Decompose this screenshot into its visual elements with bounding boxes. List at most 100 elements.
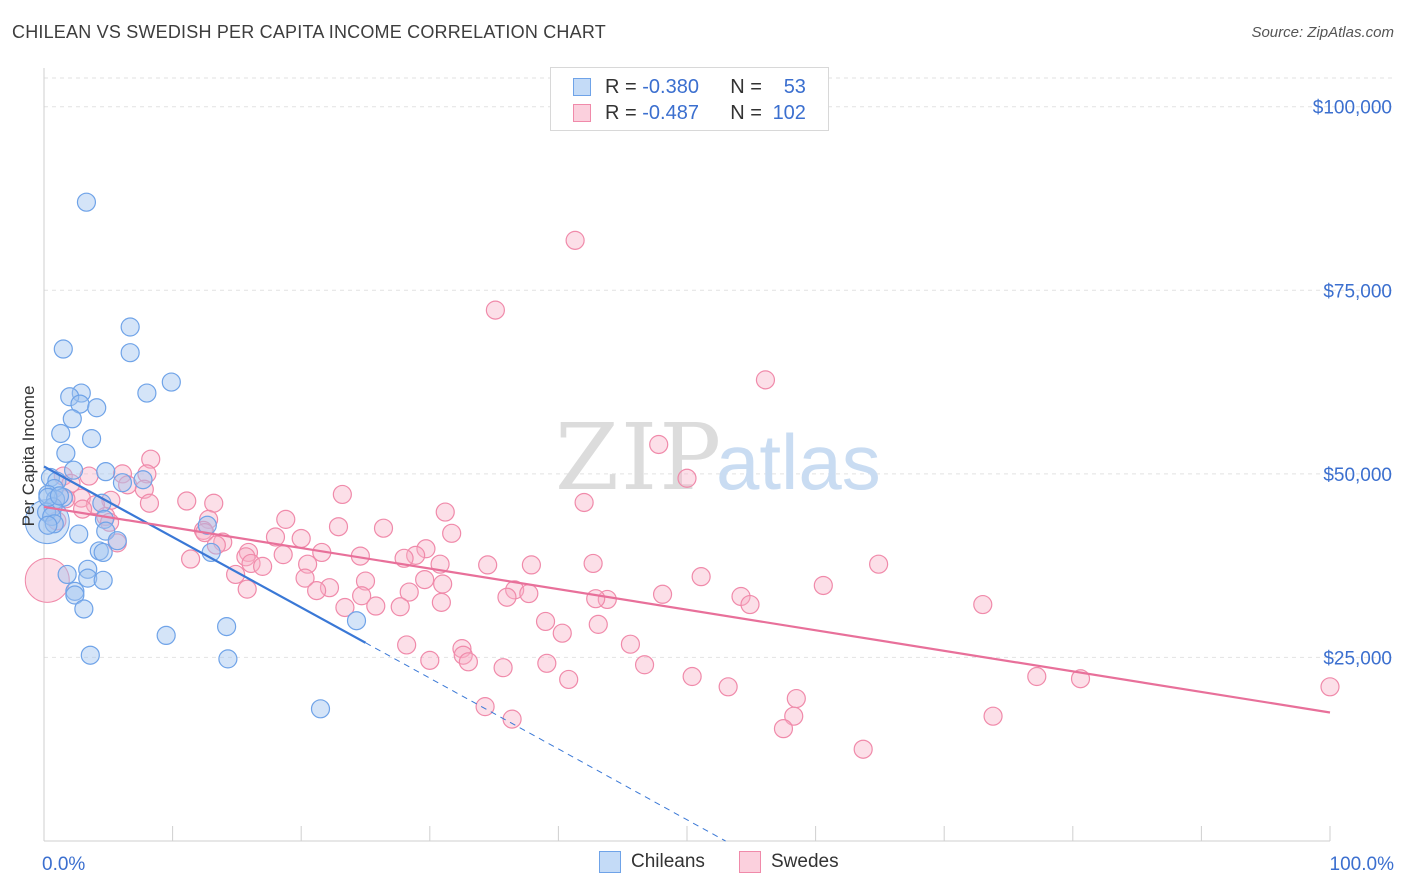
swede-point <box>390 597 410 617</box>
legend-n-label: N = <box>730 75 762 98</box>
chilean-point <box>96 462 116 482</box>
swede-point <box>869 554 889 574</box>
swede-point <box>298 554 318 574</box>
swede-point <box>1027 666 1047 687</box>
swede-point <box>265 527 286 547</box>
swede-point <box>493 658 513 678</box>
swede-point <box>773 719 794 739</box>
legend-r-value: -0.380 <box>642 75 699 98</box>
swede-point <box>565 230 585 250</box>
swede-point <box>253 556 273 576</box>
chilean-point <box>63 460 84 480</box>
source-label: Source: ZipAtlas.com <box>1251 24 1394 41</box>
chilean-point <box>120 317 140 337</box>
chileans-points <box>24 192 367 719</box>
swede-point <box>784 706 804 726</box>
swede-point <box>399 582 419 602</box>
swede-point <box>853 739 873 759</box>
tick-labels: $25,000 $50,000 $75,000 $100,000 0.0% 100.0% <box>42 98 1394 875</box>
chilean-point <box>133 470 153 490</box>
chilean-point <box>44 514 64 534</box>
chileans-trend-line <box>43 465 367 644</box>
y-tick-label: $100,000 <box>1313 98 1392 119</box>
chileans-legend-label: Chileans <box>631 851 705 872</box>
swedes-swatch <box>573 104 591 122</box>
swede-point <box>241 553 261 574</box>
legend-n-value: 53 <box>783 75 806 98</box>
swede-point <box>332 484 352 505</box>
chilean-point <box>156 625 176 646</box>
swede-point <box>786 688 806 709</box>
swede-point <box>475 697 495 717</box>
swede-point <box>586 589 606 609</box>
trend-lines <box>43 465 1331 842</box>
x-tick-label-left: 0.0% <box>42 854 85 875</box>
swede-point <box>559 669 579 690</box>
swede-point <box>502 709 522 729</box>
swede-point <box>677 468 697 488</box>
chilean-point <box>93 570 113 590</box>
chilean-point <box>38 515 58 535</box>
chilean-point <box>137 383 157 403</box>
legend-item-chileans: Chileans <box>599 851 705 873</box>
swede-point <box>139 493 160 513</box>
chilean-point <box>310 699 331 719</box>
swede-point <box>442 523 462 543</box>
swede-point <box>273 545 293 565</box>
swede-point <box>574 492 594 513</box>
swede-point <box>373 518 394 538</box>
swede-point <box>620 634 641 654</box>
swede-point <box>435 502 455 522</box>
swede-point <box>740 594 760 615</box>
swede-point <box>535 611 556 632</box>
legend-row-chileans: R = -0.380 N = 53 <box>573 75 806 99</box>
swede-point <box>431 592 451 612</box>
swedes-legend-swatch <box>739 851 761 873</box>
chilean-point <box>120 343 140 363</box>
swede-point <box>335 597 355 618</box>
chilean-point <box>76 192 97 212</box>
swede-point <box>307 581 327 601</box>
swede-point <box>453 645 473 665</box>
swede-point <box>634 655 655 675</box>
chileans-trend-extension <box>365 642 726 842</box>
chilean-point <box>80 645 100 665</box>
swede-point <box>458 652 478 672</box>
chilean-point <box>81 429 102 449</box>
swedes-legend-label: Swedes <box>771 851 839 872</box>
x-tick-label-right: 100.0% <box>1330 854 1395 875</box>
chilean-point <box>93 542 113 563</box>
swede-point <box>291 528 311 549</box>
swede-point <box>406 545 426 565</box>
swede-point <box>181 549 201 569</box>
chilean-point <box>161 372 181 392</box>
chileans-swatch <box>573 78 591 96</box>
chilean-point <box>346 611 367 631</box>
swede-point <box>588 614 608 634</box>
swede-point <box>682 666 702 687</box>
swede-point <box>521 555 541 575</box>
swede-point <box>295 568 315 588</box>
axes <box>43 68 1331 842</box>
swede-point <box>397 635 417 655</box>
swede-point <box>973 594 993 615</box>
chilean-point <box>74 599 94 619</box>
swede-point <box>433 574 453 594</box>
swede-point <box>718 677 738 697</box>
swede-point <box>237 579 257 599</box>
swede-point <box>519 583 539 604</box>
swede-point <box>204 493 224 513</box>
chilean-point <box>112 473 133 493</box>
swede-point <box>652 584 673 604</box>
watermark: ZIP atlas <box>555 404 881 511</box>
swede-point <box>72 499 93 519</box>
swede-point <box>420 650 440 670</box>
chilean-point <box>49 486 70 506</box>
swede-point <box>552 623 572 643</box>
swede-point <box>537 653 557 673</box>
legend-n-value: 102 <box>772 101 806 124</box>
swedes-trend-line <box>43 505 1331 714</box>
swede-point <box>177 491 197 511</box>
swede-point <box>236 547 256 567</box>
